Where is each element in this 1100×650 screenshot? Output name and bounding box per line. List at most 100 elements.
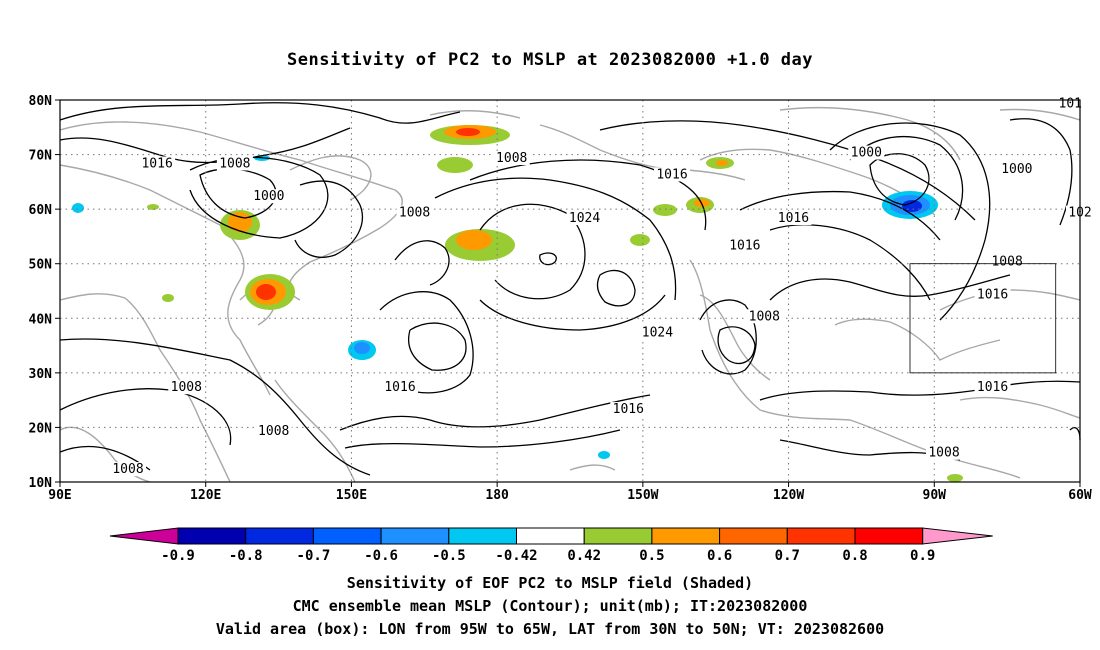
sensitivity-patch <box>228 212 252 232</box>
contour-label: 1016 <box>613 402 644 417</box>
contour-label-bg <box>216 156 253 171</box>
contour-label: 1024 <box>569 211 600 226</box>
lat-tick-label: 30N <box>29 367 53 382</box>
sensitivity-patch <box>653 204 677 216</box>
colorbar-segment <box>583 527 653 545</box>
mslp-contour <box>189 156 329 239</box>
mslp-contour <box>294 180 364 258</box>
sensitivity-patch <box>72 203 84 213</box>
colorbar-segment <box>651 527 721 545</box>
coastline <box>59 293 231 483</box>
contour-label-bg <box>610 402 647 417</box>
contour-label-bg <box>110 462 146 477</box>
mslp-contour <box>699 299 757 375</box>
contour-label-bg <box>746 309 783 324</box>
mslp-contour <box>479 203 586 300</box>
contour-label: 1016 <box>729 238 760 253</box>
colorbar-segment <box>854 527 924 545</box>
caption-line-1: Sensitivity of EOF PC2 to MSLP field (Sh… <box>346 574 754 592</box>
contour-label: 1008 <box>112 462 143 477</box>
colorbar-label: 0.8 <box>842 548 867 564</box>
lat-tick-label: 70N <box>29 149 53 164</box>
contour-label-bg <box>250 189 287 204</box>
coastlines <box>59 106 1081 483</box>
contour-label: 1016 <box>778 211 809 226</box>
contour-label: 1000 <box>1001 162 1032 177</box>
colorbar-label: 0.6 <box>707 548 732 564</box>
sensitivity-patch <box>162 294 174 302</box>
coastline <box>699 294 771 381</box>
colorbar-segment <box>312 527 382 545</box>
contour-label-bg <box>989 254 1026 269</box>
sensitivity-patch <box>456 128 480 136</box>
contour-label: 1008 <box>258 424 289 439</box>
contour-label-bg <box>382 380 418 395</box>
coastline <box>289 155 372 201</box>
coastline <box>539 124 746 181</box>
contour-label: 1008 <box>496 151 527 166</box>
sensitivity-patch <box>437 157 473 173</box>
lon-tick-label: 180 <box>485 488 509 503</box>
contour-label: 1000 <box>851 146 882 161</box>
caption-line-2: CMC ensemble mean MSLP (Contour); unit(m… <box>292 597 808 615</box>
contour-label-bg <box>974 287 1011 302</box>
mslp-contour <box>717 326 756 365</box>
contour-label: 1000 <box>253 189 284 204</box>
contour-label: 1008 <box>171 380 202 395</box>
mslp-contour <box>1009 118 1073 226</box>
mslp-contour <box>739 190 941 241</box>
colorbar-segment <box>177 527 247 545</box>
contour-label-bg <box>255 423 292 438</box>
contour-label-bg <box>848 145 885 160</box>
lon-tick-label: 120E <box>190 488 221 503</box>
mslp-contour <box>1069 427 1081 441</box>
contour-label: 1008 <box>749 309 780 324</box>
lon-tick-label: 90W <box>923 488 947 503</box>
contour-labels: 1016 1008 1000 1008 1008 1016 1024 1016 1016 1000… <box>110 96 1094 477</box>
colorbar-label: 0.42 <box>567 548 601 564</box>
mslp-contour <box>849 135 964 221</box>
gridlines <box>60 100 1080 482</box>
lat-tick-label: 50N <box>29 258 53 273</box>
contour-label-bg <box>493 151 530 166</box>
colorbar-segment <box>786 527 856 545</box>
contour-label-bg <box>396 205 433 220</box>
coastline <box>779 106 961 161</box>
colorbar-segment <box>245 527 314 545</box>
lat-tick-label: 10N <box>29 476 53 491</box>
lon-tick-label: 60W <box>1068 488 1092 503</box>
sensitivity-patch <box>630 234 650 246</box>
contour-label: 101 <box>1059 96 1082 111</box>
contour-label: 1016 <box>977 287 1008 302</box>
coastline <box>59 426 151 483</box>
mslp-contour <box>869 153 930 206</box>
mslp-contour <box>539 252 557 266</box>
contour-label-bg <box>639 325 676 340</box>
contour-label: 1008 <box>219 156 250 171</box>
colorbar-segment <box>719 527 788 545</box>
sensitivity-patch <box>947 474 963 482</box>
chart-title: Sensitivity of PC2 to MSLP at 2023082000… <box>286 50 813 70</box>
colorbar-segment <box>380 527 450 545</box>
contour-label: 1008 <box>399 206 430 221</box>
mslp-contour <box>759 380 1081 401</box>
colorbar: -0.9 -0.8 -0.7 -0.6 -0.5 -0.42 0.42 0.5 0.6 0.7 0.… <box>109 527 993 564</box>
mslp-contour <box>769 274 1011 301</box>
mslp-contour <box>829 122 991 321</box>
lat-tick-label: 60N <box>29 203 53 218</box>
coastline <box>689 259 1021 479</box>
colorbar-high-end <box>922 527 993 545</box>
colorbar-label: 0.7 <box>775 548 800 564</box>
caption-line-3: Valid area (box): LON from 95W to 65W, L… <box>215 620 885 638</box>
contour-label-bg <box>168 380 205 395</box>
contour-label-bg <box>654 167 690 182</box>
colorbar-label: -0.6 <box>364 548 398 564</box>
valid-area-box <box>909 263 1057 374</box>
lon-tick-label: 150W <box>627 488 658 503</box>
coastline <box>834 318 1001 361</box>
mslp-contours <box>59 102 1081 476</box>
contour-label-bg <box>926 445 962 460</box>
coastline <box>569 464 616 471</box>
